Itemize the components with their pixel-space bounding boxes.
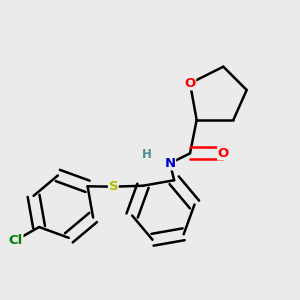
Text: Cl: Cl (9, 234, 23, 247)
Text: H: H (142, 148, 152, 161)
Text: O: O (184, 77, 196, 90)
Text: N: N (164, 157, 175, 170)
Text: O: O (218, 147, 229, 160)
Text: S: S (109, 180, 118, 193)
